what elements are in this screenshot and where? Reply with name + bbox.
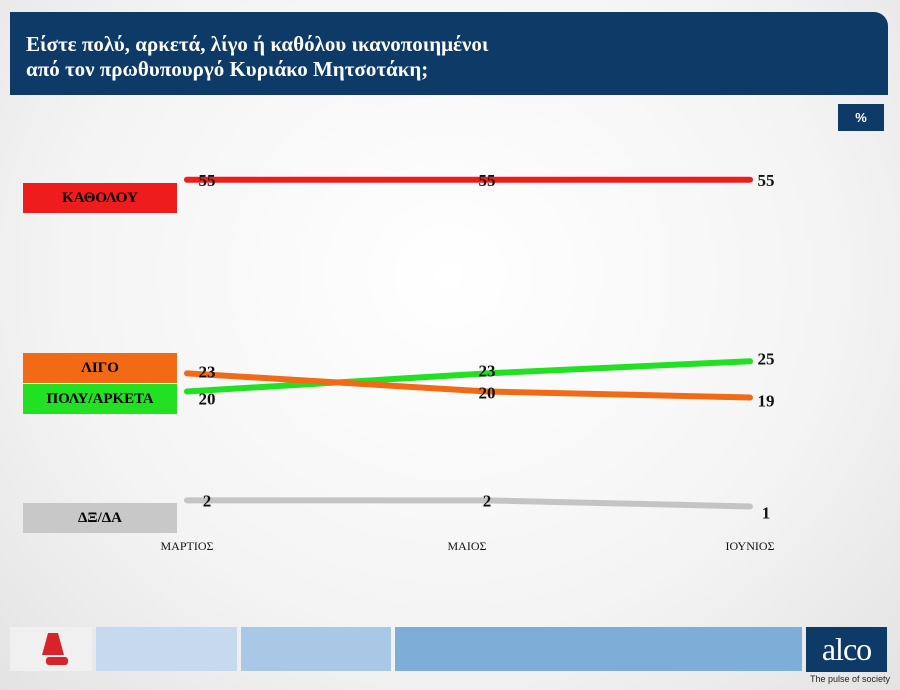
series-line-2 [184,358,753,395]
legend-item-katholou: ΚΑΘΟΛΟΥ [23,183,177,213]
data-label-1-2: 19 [758,392,775,411]
footer-bar-1 [96,627,237,671]
data-label-2-0: 20 [199,390,216,409]
alpha-logo-icon [42,633,68,665]
footer-bar-2 [241,627,391,671]
series-line-1 [184,370,753,401]
legend-item-dk-na: ΔΞ/ΔΑ [23,503,177,533]
x-tick-label-0: ΜΑΡΤΙΟΣ [161,539,214,553]
data-label-1-1: 20 [479,384,496,403]
data-label-3-1: 2 [483,491,492,510]
data-label-3-2: 1 [762,503,771,522]
x-tick-label-1: ΜΑΙΟΣ [448,539,487,553]
data-label-2-2: 25 [758,349,775,368]
chart-title-line1: Είστε πολύ, αρκετά, λίγο ή καθόλου ικανο… [26,32,489,56]
footer-bar-3 [395,627,802,671]
unit-badge: % [838,104,884,131]
legend-item-ligo: ΛΙΓΟ [23,353,177,383]
x-tick-label-2: ΙΟΥΝΙΟΣ [725,539,774,553]
series-line-3 [184,497,753,510]
data-label-3-0: 2 [203,491,212,510]
alco-logo: alco [806,627,887,672]
data-label-0-1: 55 [479,171,496,190]
data-label-0-2: 55 [758,171,775,190]
alpha-news-logo [10,627,92,671]
data-label-2-1: 23 [479,361,496,380]
alco-tagline: The pulse of society [810,674,891,684]
chart-header: Είστε πολύ, αρκετά, λίγο ή καθόλου ικανο… [10,12,888,95]
legend-item-poly-arketa: ΠΟΛΥ/ΑΡΚΕΤΑ [23,384,177,414]
data-label-0-0: 55 [199,171,216,190]
data-label-1-0: 23 [199,362,216,381]
chart-title-line2: από τον πρωθυπουργό Κυριάκο Μητσοτάκη; [26,57,429,81]
